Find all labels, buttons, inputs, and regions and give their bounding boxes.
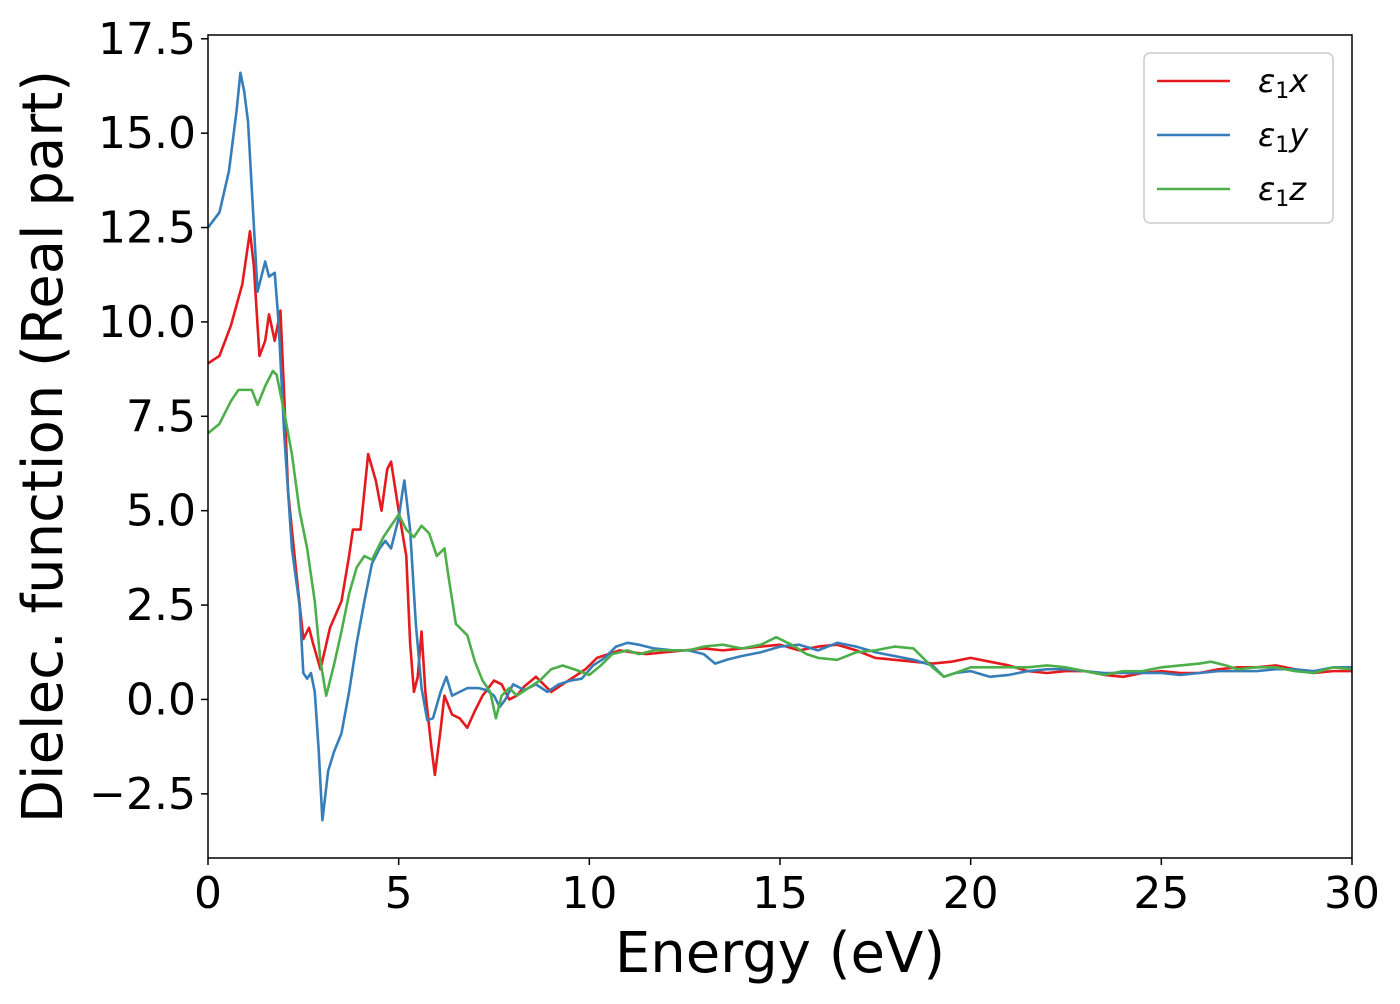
series-line-z	[208, 369, 1352, 720]
y-tick-label: 2.5	[126, 580, 196, 631]
x-tick-label: 25	[1133, 868, 1189, 919]
legend-label-x: ε1x	[1258, 62, 1309, 104]
x-tick-label: 0	[194, 868, 222, 919]
y-tick-label: 17.5	[98, 14, 196, 65]
y-tick-label: 0.0	[126, 674, 196, 725]
y-tick-label: 5.0	[126, 486, 196, 537]
x-tick-label: 15	[752, 868, 808, 919]
legend-label-z: ε1z	[1258, 170, 1307, 212]
legend-label-y: ε1y	[1258, 116, 1309, 158]
x-tick-label: 10	[561, 868, 617, 919]
legend-box	[1143, 52, 1334, 224]
legend: ε1x ε1y ε1z	[1143, 52, 1334, 224]
series-layer	[208, 71, 1352, 822]
y-tick-label: 10.0	[98, 297, 196, 348]
y-axis-label: Dielec. function (Real part)	[11, 70, 76, 823]
y-tick-label: 15.0	[98, 108, 196, 159]
x-tick-label: 20	[943, 868, 999, 919]
ticks-layer: 0 5 10 15 20 25 30 −2.5 0.0 2.5 5.0 7.5 10.0 12.5 15.0…	[89, 14, 1380, 919]
x-tick-label: 5	[385, 868, 413, 919]
series-line-x	[208, 230, 1352, 777]
x-axis-label: Energy (eV)	[615, 921, 945, 986]
y-tick-label: −2.5	[89, 769, 196, 820]
y-tick-label: 12.5	[98, 203, 196, 254]
y-tick-label: 7.5	[126, 391, 196, 442]
series-line-y	[208, 71, 1352, 822]
x-tick-label: 30	[1324, 868, 1380, 919]
